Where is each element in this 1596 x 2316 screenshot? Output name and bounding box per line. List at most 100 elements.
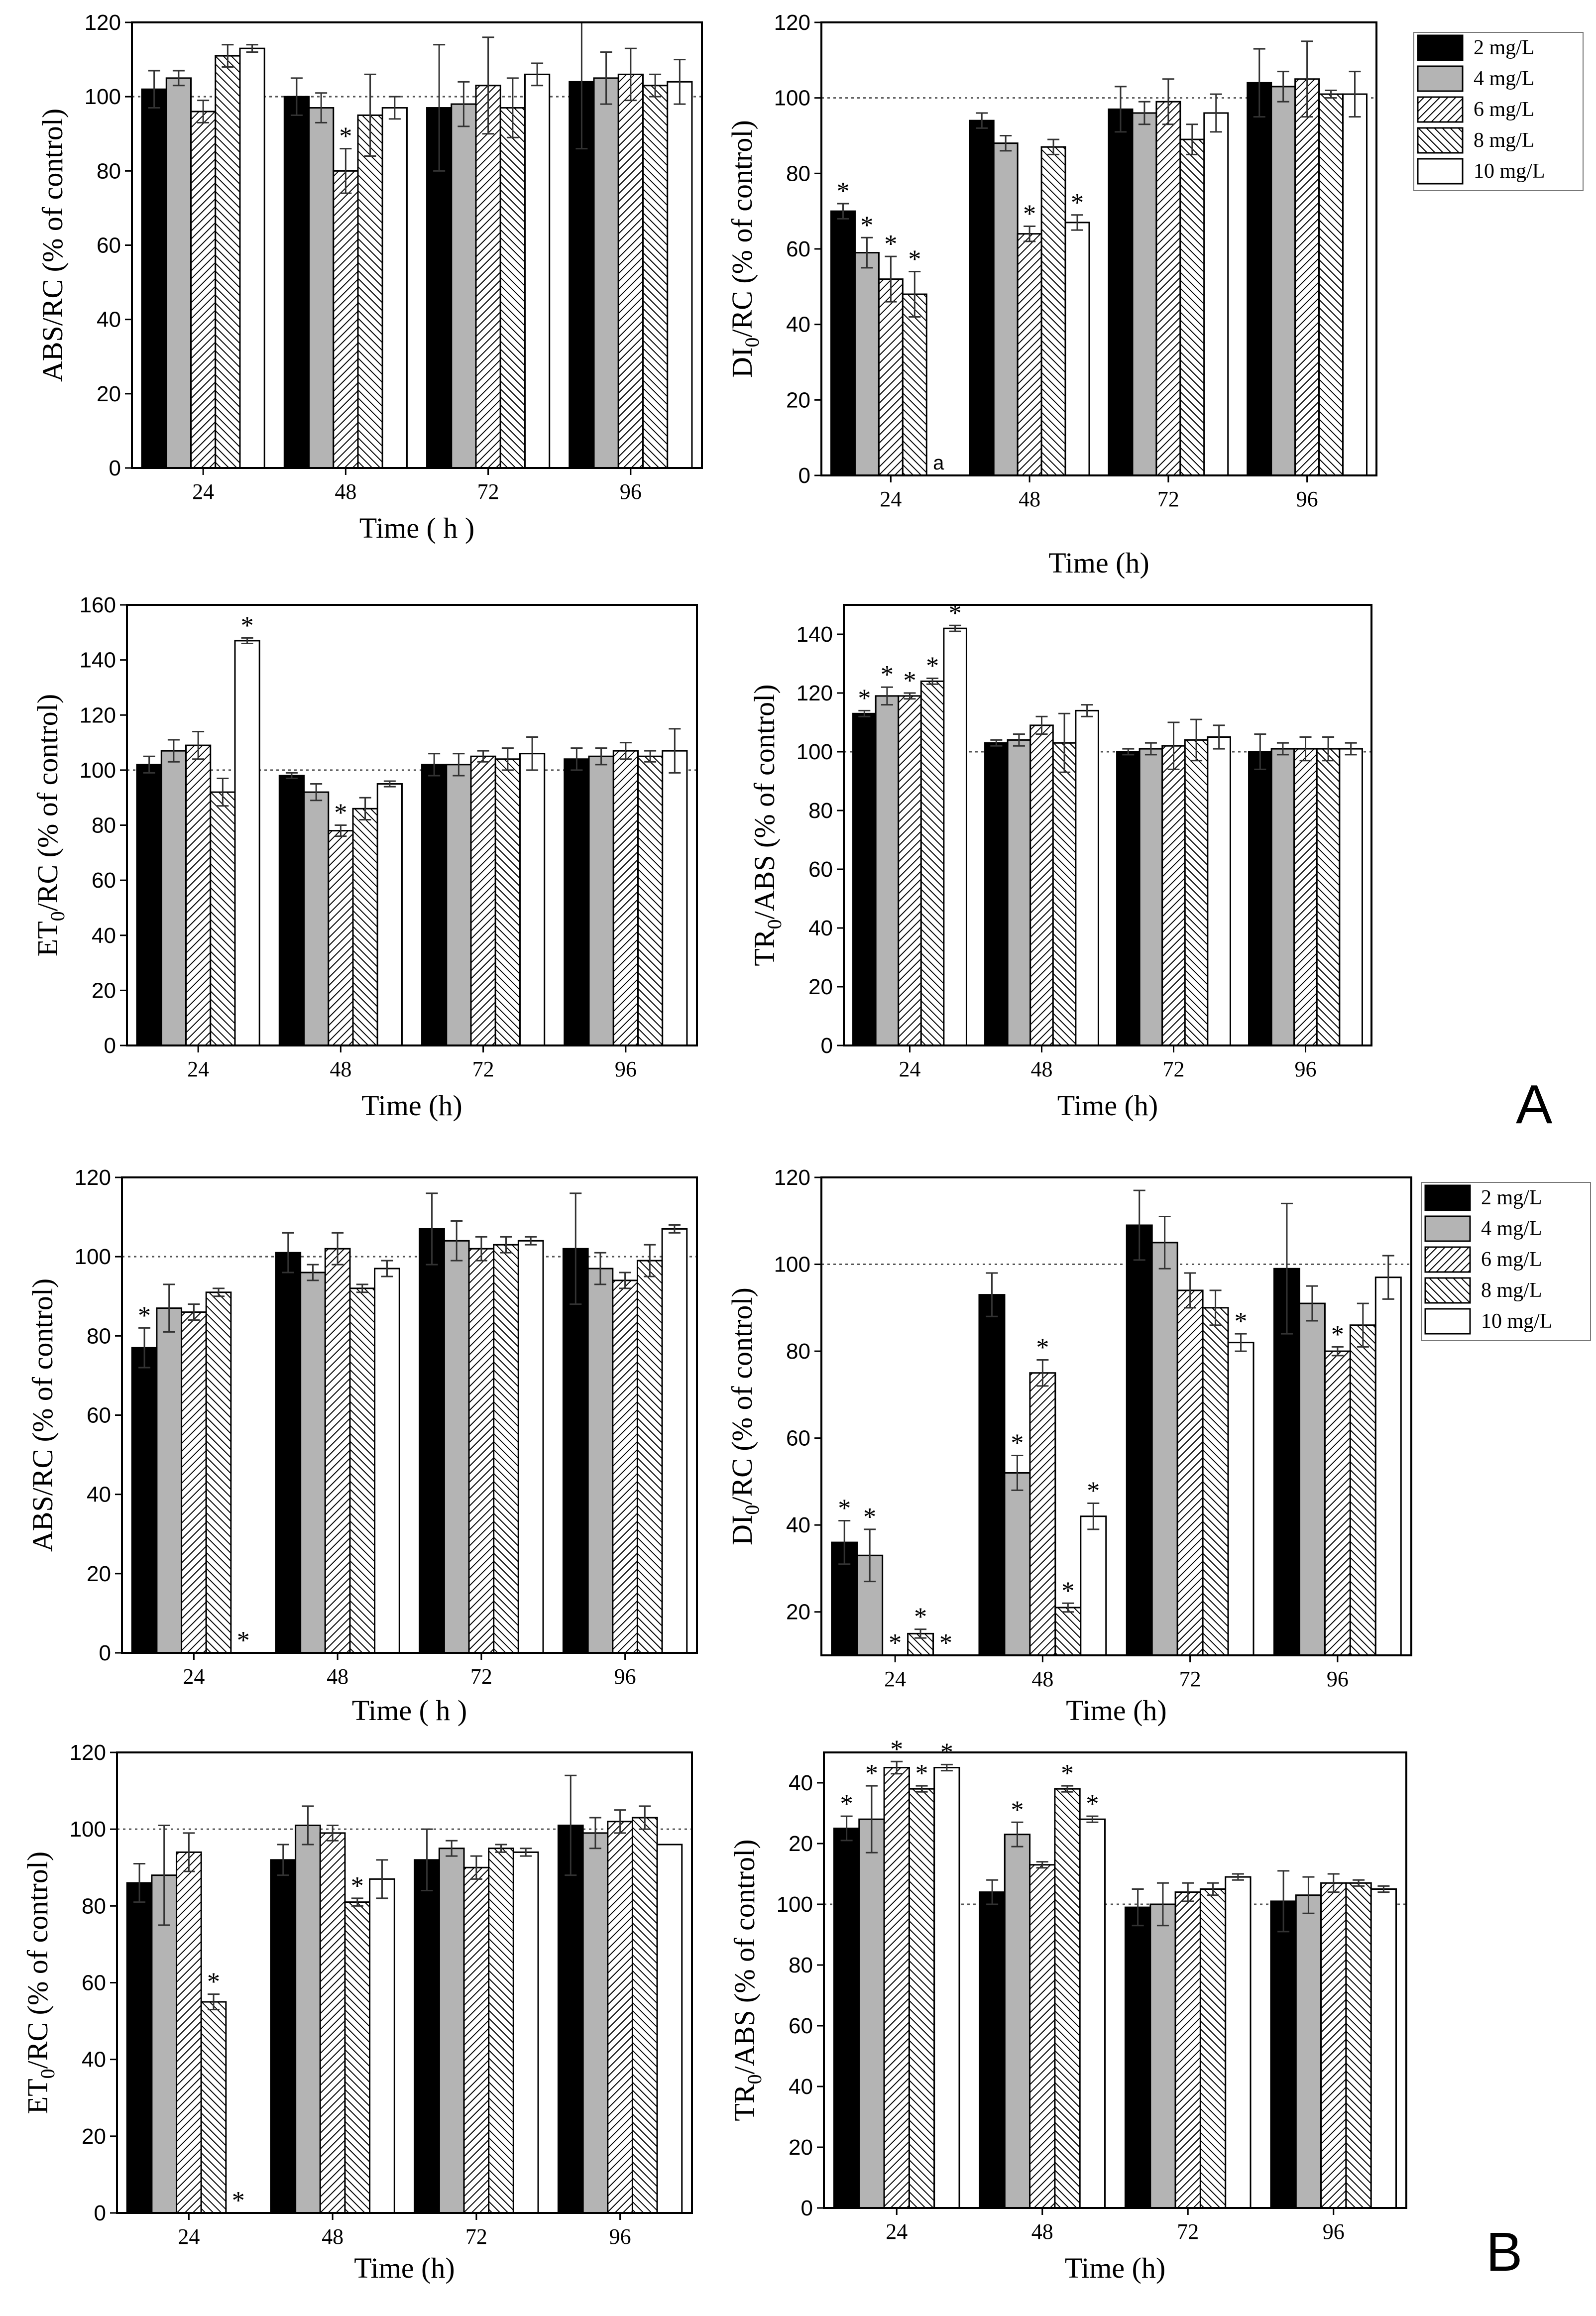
error-bar (1162, 78, 1174, 125)
y-tick-label: 20 (97, 382, 121, 406)
y-tick-label: 60 (92, 868, 116, 893)
legend-b: 2 mg/L 4 mg/L 6 mg/L 8 mg/L 10 mg/L (1421, 1182, 1591, 1341)
error-bar (1345, 742, 1357, 756)
y-tick-label: 120 (774, 10, 810, 35)
significance-star: * (838, 1494, 851, 1522)
bar-b3-s2-c72 (438, 1848, 465, 2214)
chart-a3: * * 0 20 40 60 80 100 120 140 160 24 48 72 96 Time (h) E… (31, 593, 698, 1122)
bar-b4-s2-c96 (1295, 1894, 1322, 2209)
significance-star: * (339, 122, 352, 151)
error-bar (421, 1828, 433, 1891)
error-bar (1013, 733, 1025, 747)
error-bar (914, 1628, 927, 1639)
y-tick-label: 0 (801, 2196, 813, 2220)
error-bar (1186, 123, 1198, 155)
bar-a2-s1-c72 (1108, 108, 1134, 476)
legend-entry-5: 10 mg/L (1481, 1310, 1553, 1333)
x-tick-label: 24 (192, 479, 214, 504)
bar-a1-s3-c24 (190, 111, 217, 469)
bar-b2-s2-c48 (1004, 1472, 1031, 1656)
error-bar (172, 70, 185, 87)
error-bar (526, 736, 539, 771)
bar-a4-s2-c72 (1139, 748, 1163, 1046)
bar-b1-s3-c96 (612, 1279, 638, 1654)
bar-a4-s2-c96 (1270, 748, 1295, 1046)
y-tick-label: 40 (786, 1513, 810, 1537)
x-tick-label: 96 (609, 2224, 631, 2249)
error-bar (1071, 214, 1084, 231)
error-bar (674, 59, 686, 105)
bar-a2-s1-c48 (969, 119, 995, 476)
y-tick-label: 20 (87, 1562, 111, 1586)
x-tick-label: 72 (1157, 487, 1179, 511)
bar-b3-s4-c24 (200, 2001, 227, 2214)
significance-star: * (1235, 1307, 1248, 1336)
bar-a4-s3-c72 (1161, 745, 1186, 1046)
bar-b2-s4-c96 (1349, 1324, 1376, 1656)
error-bar (639, 1805, 651, 1830)
error-bar (148, 70, 160, 109)
y-tick-label: 80 (789, 1953, 813, 1977)
legend-entry-4: 8 mg/L (1474, 129, 1535, 152)
error-bar (433, 44, 446, 172)
error-bar (1322, 736, 1335, 762)
bar-a1-s1-c24 (141, 88, 167, 469)
bar-b4-s4-c72 (1199, 1888, 1227, 2209)
bar-a3-s4-c72 (494, 758, 521, 1046)
error-bar (531, 62, 544, 87)
x-tick-label: 96 (614, 1664, 636, 1689)
significance-star: * (138, 1301, 151, 1330)
bar-a2-s4-c24 (902, 293, 927, 476)
x-tick-label: 24 (183, 1664, 205, 1689)
bar-a3-s4-c48 (352, 808, 378, 1046)
error-bar (565, 1774, 577, 1876)
bar-b1-s5-c72 (517, 1240, 544, 1654)
plot-frame (820, 1176, 1412, 1656)
bar-b3-s5-c72 (512, 1851, 539, 2214)
bar-a4-s5-c24 (943, 627, 967, 1046)
error-bar (1325, 90, 1337, 99)
error-bar (364, 73, 376, 157)
bar-a2-s2-c48 (993, 142, 1019, 476)
significance-star: * (884, 230, 897, 258)
bar-a1-s5-c24 (239, 47, 265, 469)
bar-a1-s5-c96 (667, 81, 693, 469)
error-bar (332, 1232, 344, 1266)
x-tick-label: 72 (470, 1664, 492, 1689)
bar-a2-s3-c24 (878, 278, 904, 476)
error-bar (881, 686, 893, 706)
error-bar (1253, 48, 1265, 118)
y-tick-label: 40 (789, 1771, 813, 1795)
error-bar (1000, 135, 1012, 152)
bar-b3-s1-c24 (126, 1882, 153, 2214)
bar-b2-s5-c72 (1227, 1342, 1254, 1656)
error-bar (1299, 736, 1312, 762)
bar-a4-s5-c96 (1339, 748, 1363, 1046)
error-bar (1353, 1879, 1365, 1887)
bar-a4-s2-c24 (875, 695, 900, 1046)
y-tick-label: 0 (94, 2201, 106, 2225)
bar-b4-s4-c96 (1345, 1882, 1372, 2209)
bar-b1-s2-c96 (587, 1268, 614, 1654)
y-tick-label: 20 (808, 975, 833, 999)
y-tick-label: 60 (786, 237, 810, 261)
error-bar (669, 728, 681, 774)
y-tick-label: 140 (80, 648, 116, 673)
bar-a2-s3-c96 (1294, 78, 1320, 476)
error-bar (1114, 86, 1127, 133)
error-bar (1036, 1359, 1049, 1387)
error-bar (143, 755, 155, 774)
error-bar (1382, 1255, 1394, 1300)
error-bar (457, 81, 470, 127)
x-tick-label: 48 (330, 1057, 351, 1081)
bar-b4-s5-c24 (933, 1767, 960, 2209)
chart-a2: * * * * * * a 0 20 40 60 80 100 120 24 48 72 96 Time (h) DI… (726, 10, 1377, 579)
bar-b4-s3-c24 (883, 1767, 910, 2209)
error-bar (570, 747, 583, 771)
error-bar (1182, 1882, 1194, 1902)
error-bar (475, 1236, 487, 1262)
bar-a4-s3-c48 (1029, 724, 1054, 1046)
significance-star: * (889, 1629, 902, 1657)
y-tick-label: 20 (786, 1600, 810, 1624)
